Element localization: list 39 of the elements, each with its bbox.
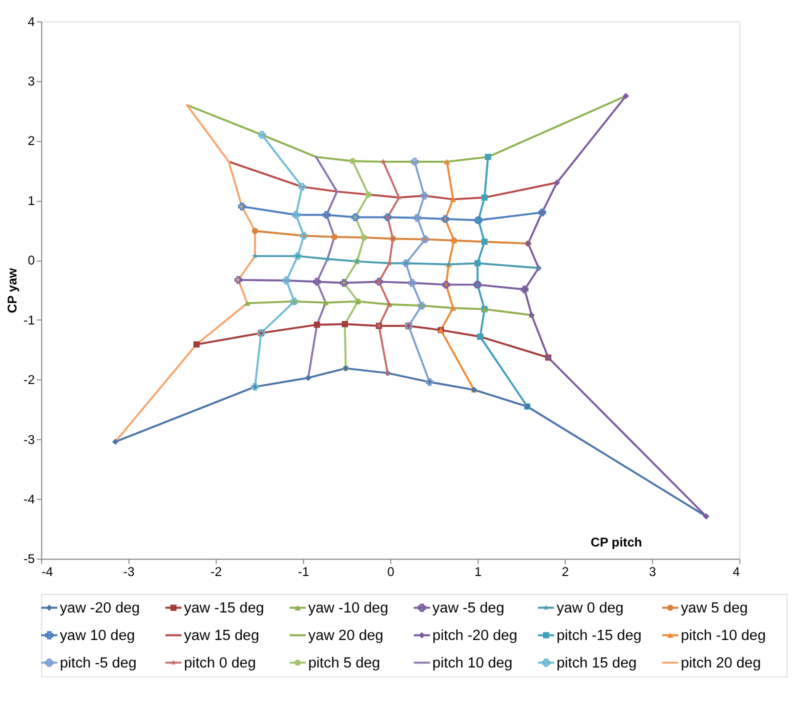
legend-label: pitch 5 deg bbox=[308, 656, 380, 672]
legend-label: pitch -10 deg bbox=[680, 628, 766, 644]
y-tick-label: -5 bbox=[23, 551, 35, 566]
x-tick-label: 1 bbox=[474, 564, 482, 579]
y-tick-label: -2 bbox=[23, 372, 35, 388]
y-tick-label: 3 bbox=[28, 74, 35, 89]
y-tick-label: -1 bbox=[23, 312, 35, 328]
x-axis-title: CP pitch bbox=[590, 534, 642, 550]
legend-label: yaw -15 deg bbox=[184, 600, 264, 617]
legend-label: yaw 0 deg bbox=[556, 600, 624, 617]
legend-label: pitch 10 deg bbox=[432, 656, 512, 672]
x-tick-label: 0 bbox=[387, 564, 394, 579]
x-tick-label: 4 bbox=[732, 564, 740, 579]
y-tick-label: 1 bbox=[28, 192, 35, 208]
y-tick-label: -3 bbox=[23, 432, 35, 447]
y-tick-label: 2 bbox=[28, 133, 35, 148]
legend-label: yaw -20 deg bbox=[60, 600, 140, 617]
y-tick-label: 0 bbox=[28, 252, 35, 268]
x-tick-label: -3 bbox=[123, 564, 135, 579]
x-tick-label: -4 bbox=[42, 564, 53, 579]
legend-label: pitch 15 deg bbox=[556, 656, 637, 672]
y-tick-label: -4 bbox=[23, 491, 35, 506]
legend-label: pitch -20 deg bbox=[432, 628, 518, 644]
legend-label: yaw -5 deg bbox=[432, 600, 504, 617]
legend-label: pitch 0 deg bbox=[184, 656, 256, 672]
legend-label: yaw 5 deg bbox=[680, 600, 748, 617]
legend-label: pitch -5 deg bbox=[60, 656, 137, 672]
legend-label: pitch -15 deg bbox=[556, 628, 642, 644]
legend-label: yaw 20 deg bbox=[308, 628, 384, 644]
legend-label: pitch 20 deg bbox=[680, 656, 761, 672]
x-tick-label: 3 bbox=[649, 564, 656, 579]
y-axis-title: CP yaw bbox=[4, 268, 20, 314]
legend-label: yaw 15 deg bbox=[184, 628, 260, 644]
x-tick-label: -2 bbox=[210, 564, 222, 579]
legend-label: yaw -10 deg bbox=[308, 600, 388, 617]
legend-label: yaw 10 deg bbox=[60, 628, 135, 644]
x-tick-label: 2 bbox=[562, 564, 569, 579]
y-tick-label: 4 bbox=[28, 14, 35, 29]
x-tick-label: -1 bbox=[298, 564, 310, 579]
